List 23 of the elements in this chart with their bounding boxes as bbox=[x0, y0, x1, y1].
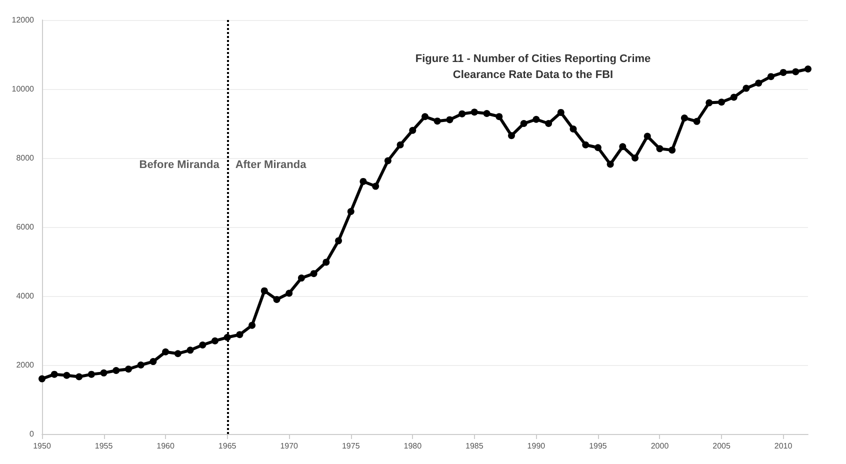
y-tick-label: 12000 bbox=[12, 16, 35, 24]
y-tick-label: 8000 bbox=[16, 154, 35, 162]
x-tick-label: 1960 bbox=[156, 442, 175, 450]
y-tick-label: 2000 bbox=[16, 360, 35, 370]
x-tick-label: 1950 bbox=[33, 442, 52, 450]
x-tick-label: 1970 bbox=[280, 442, 299, 450]
annotation: After Miranda bbox=[235, 158, 308, 171]
annotation: Before Miranda bbox=[139, 158, 220, 171]
x-tick-label: 1990 bbox=[527, 442, 546, 450]
y-tick-label: 6000 bbox=[16, 222, 35, 232]
x-tick-label: 1995 bbox=[589, 442, 608, 450]
x-tick-label: 1975 bbox=[342, 442, 360, 450]
x-tick-label: 1955 bbox=[94, 442, 114, 450]
x-tick-label: 1985 bbox=[466, 442, 484, 450]
y-tick-label: 0 bbox=[30, 430, 35, 438]
x-tick-label: 2010 bbox=[774, 442, 793, 450]
x-tick-label: 2005 bbox=[712, 442, 731, 450]
x-tick-label: 2000 bbox=[650, 442, 670, 450]
text: Figure 11 - Number of Cities Reporting Crime Clearance Rate Data to the FBI bbox=[415, 53, 651, 81]
x-tick-label: 1965 bbox=[218, 442, 237, 450]
x-tick-label: 1980 bbox=[404, 442, 422, 450]
y-tick-label: 4000 bbox=[16, 292, 35, 300]
y-tick-label: 10000 bbox=[12, 84, 35, 94]
